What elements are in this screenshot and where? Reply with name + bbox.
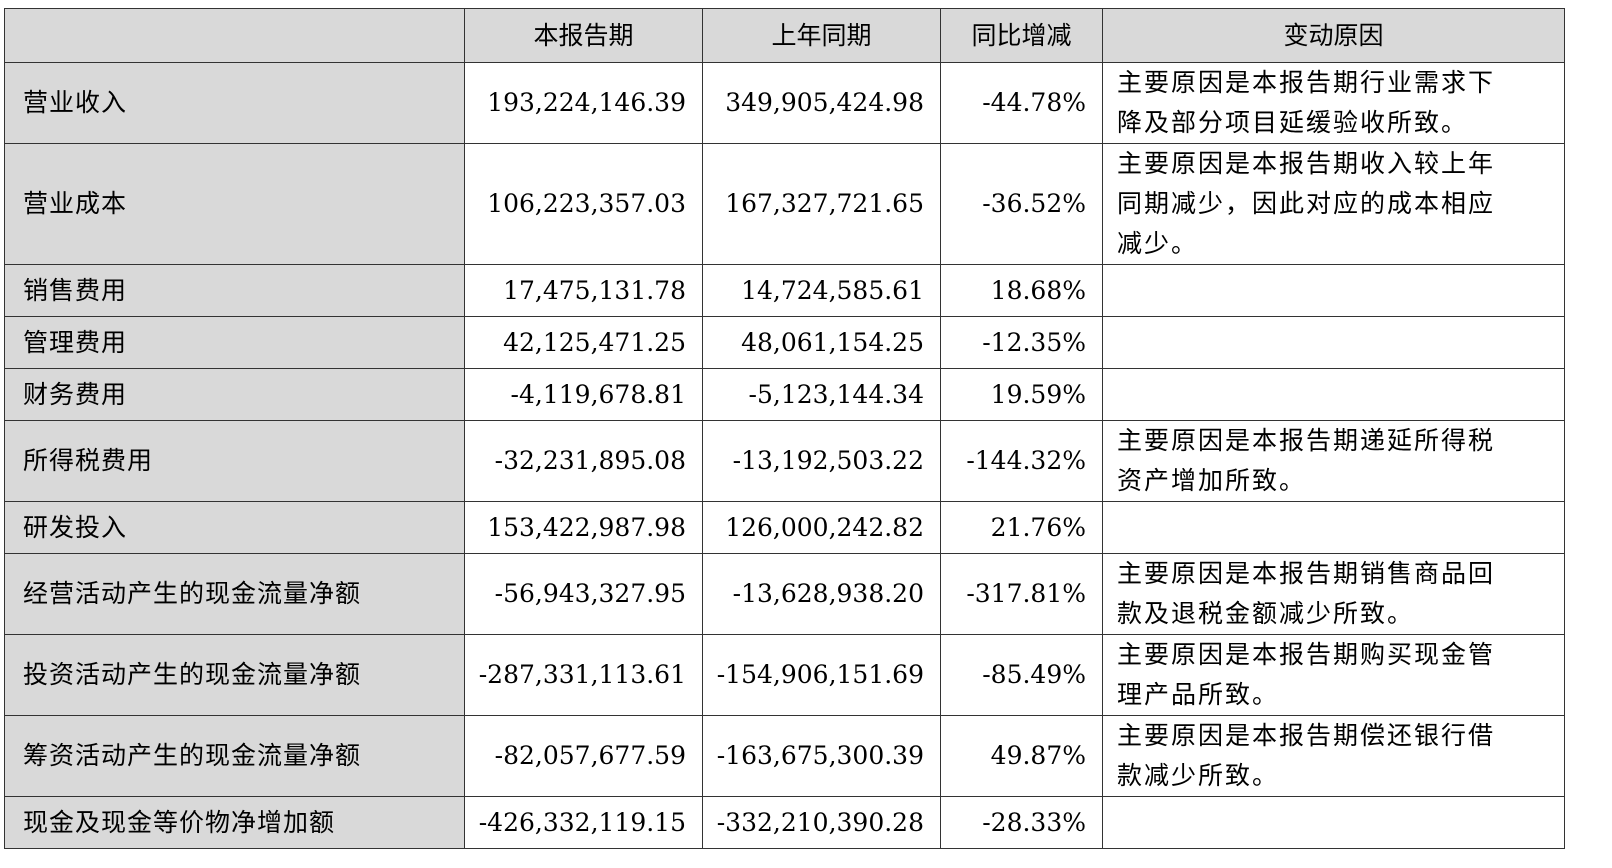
row-change-reason: 主要原因是本报告期递延所得税 资产增加所致。 xyxy=(1102,420,1565,502)
row-change-value: -44.78% xyxy=(940,62,1103,144)
row-current-value: 193,224,146.39 xyxy=(464,62,703,144)
row-change-value: -12.35% xyxy=(940,316,1103,369)
header-current-period: 本报告期 xyxy=(464,8,703,63)
row-prior-value: 48,061,154.25 xyxy=(702,316,941,369)
table-row: 营业成本 106,223,357.03 167,327,721.65 -36.52% 主… xyxy=(4,143,1565,265)
table-header-row: 本报告期 上年同期 同比增减 变动原因 xyxy=(4,8,1565,63)
header-yoy-change: 同比增减 xyxy=(940,8,1103,63)
reason-line: 理产品所致。 xyxy=(1117,680,1280,709)
table-row: 研发投入 153,422,987.98 126,000,242.82 21.76% xyxy=(4,501,1565,554)
row-change-value: -144.32% xyxy=(940,420,1103,502)
reason-line: 减少。 xyxy=(1117,229,1199,258)
header-change-reason: 变动原因 xyxy=(1102,8,1565,63)
row-change-reason xyxy=(1102,264,1565,317)
reason-line: 主要原因是本报告期收入较上年 xyxy=(1117,149,1496,178)
row-item-label: 现金及现金等价物净增加额 xyxy=(4,796,465,849)
table-row: 管理费用 42,125,471.25 48,061,154.25 -12.35% xyxy=(4,316,1565,369)
row-change-value: 21.76% xyxy=(940,501,1103,554)
row-change-value: -36.52% xyxy=(940,143,1103,265)
reason-line: 降及部分项目延缓验收所致。 xyxy=(1117,108,1469,137)
row-change-value: 18.68% xyxy=(940,264,1103,317)
row-item-label: 营业收入 xyxy=(4,62,465,144)
row-prior-value: -13,628,938.20 xyxy=(702,553,941,635)
table-row: 投资活动产生的现金流量净额 -287,331,113.61 -154,906,151… xyxy=(4,634,1565,716)
table-row: 销售费用 17,475,131.78 14,724,585.61 18.68% xyxy=(4,264,1565,317)
row-current-value: -82,057,677.59 xyxy=(464,715,703,797)
row-change-reason: 主要原因是本报告期收入较上年 同期减少，因此对应的成本相应 减少。 xyxy=(1102,143,1565,265)
row-current-value: -426,332,119.15 xyxy=(464,796,703,849)
header-prior-period: 上年同期 xyxy=(702,8,941,63)
row-item-label: 营业成本 xyxy=(4,143,465,265)
row-prior-value: 349,905,424.98 xyxy=(702,62,941,144)
row-change-reason: 主要原因是本报告期购买现金管 理产品所致。 xyxy=(1102,634,1565,716)
row-item-label: 经营活动产生的现金流量净额 xyxy=(4,553,465,635)
table-body: 营业收入 193,224,146.39 349,905,424.98 -44.78% 主… xyxy=(4,62,1565,849)
row-current-value: 17,475,131.78 xyxy=(464,264,703,317)
table-row: 筹资活动产生的现金流量净额 -82,057,677.59 -163,675,300.… xyxy=(4,715,1565,797)
row-prior-value: 126,000,242.82 xyxy=(702,501,941,554)
row-current-value: 106,223,357.03 xyxy=(464,143,703,265)
reason-line: 主要原因是本报告期偿还银行借 xyxy=(1117,721,1496,750)
row-change-reason xyxy=(1102,316,1565,369)
row-item-label: 销售费用 xyxy=(4,264,465,317)
row-prior-value: 14,724,585.61 xyxy=(702,264,941,317)
reason-line: 资产增加所致。 xyxy=(1117,466,1307,495)
reason-line: 主要原因是本报告期行业需求下 xyxy=(1117,68,1496,97)
row-change-reason: 主要原因是本报告期销售商品回 款及退税金额减少所致。 xyxy=(1102,553,1565,635)
reason-line: 款及退税金额减少所致。 xyxy=(1117,599,1415,628)
row-current-value: -287,331,113.61 xyxy=(464,634,703,716)
row-change-reason xyxy=(1102,796,1565,849)
row-change-value: -317.81% xyxy=(940,553,1103,635)
table-row: 经营活动产生的现金流量净额 -56,943,327.95 -13,628,938.2… xyxy=(4,553,1565,635)
table-row: 营业收入 193,224,146.39 349,905,424.98 -44.78% 主… xyxy=(4,62,1565,144)
reason-line: 主要原因是本报告期递延所得税 xyxy=(1117,426,1496,455)
table-row: 财务费用 -4,119,678.81 -5,123,144.34 19.59% xyxy=(4,368,1565,421)
reason-line: 同期减少，因此对应的成本相应 xyxy=(1117,189,1496,218)
row-item-label: 财务费用 xyxy=(4,368,465,421)
table-row: 现金及现金等价物净增加额 -426,332,119.15 -332,210,390.… xyxy=(4,796,1565,849)
row-current-value: 42,125,471.25 xyxy=(464,316,703,369)
reason-line: 款减少所致。 xyxy=(1117,761,1280,790)
row-item-label: 所得税费用 xyxy=(4,420,465,502)
row-change-value: 49.87% xyxy=(940,715,1103,797)
row-change-value: -28.33% xyxy=(940,796,1103,849)
row-prior-value: 167,327,721.65 xyxy=(702,143,941,265)
financial-comparison-table: 本报告期 上年同期 同比增减 变动原因 营业收入 193,224,146.39 34… xyxy=(4,8,1565,849)
row-item-label: 筹资活动产生的现金流量净额 xyxy=(4,715,465,797)
row-change-reason: 主要原因是本报告期行业需求下 降及部分项目延缓验收所致。 xyxy=(1102,62,1565,144)
table-row: 所得税费用 -32,231,895.08 -13,192,503.22 -144.32… xyxy=(4,420,1565,502)
row-change-reason xyxy=(1102,368,1565,421)
header-item xyxy=(4,8,465,63)
row-change-value: -85.49% xyxy=(940,634,1103,716)
row-current-value: -32,231,895.08 xyxy=(464,420,703,502)
row-current-value: -56,943,327.95 xyxy=(464,553,703,635)
row-item-label: 投资活动产生的现金流量净额 xyxy=(4,634,465,716)
row-change-reason: 主要原因是本报告期偿还银行借 款减少所致。 xyxy=(1102,715,1565,797)
row-prior-value: -332,210,390.28 xyxy=(702,796,941,849)
row-prior-value: -5,123,144.34 xyxy=(702,368,941,421)
reason-line: 主要原因是本报告期销售商品回 xyxy=(1117,559,1496,588)
row-prior-value: -163,675,300.39 xyxy=(702,715,941,797)
reason-line: 主要原因是本报告期购买现金管 xyxy=(1117,640,1496,669)
row-current-value: 153,422,987.98 xyxy=(464,501,703,554)
row-prior-value: -13,192,503.22 xyxy=(702,420,941,502)
row-item-label: 管理费用 xyxy=(4,316,465,369)
row-item-label: 研发投入 xyxy=(4,501,465,554)
row-current-value: -4,119,678.81 xyxy=(464,368,703,421)
row-change-value: 19.59% xyxy=(940,368,1103,421)
row-prior-value: -154,906,151.69 xyxy=(702,634,941,716)
row-change-reason xyxy=(1102,501,1565,554)
